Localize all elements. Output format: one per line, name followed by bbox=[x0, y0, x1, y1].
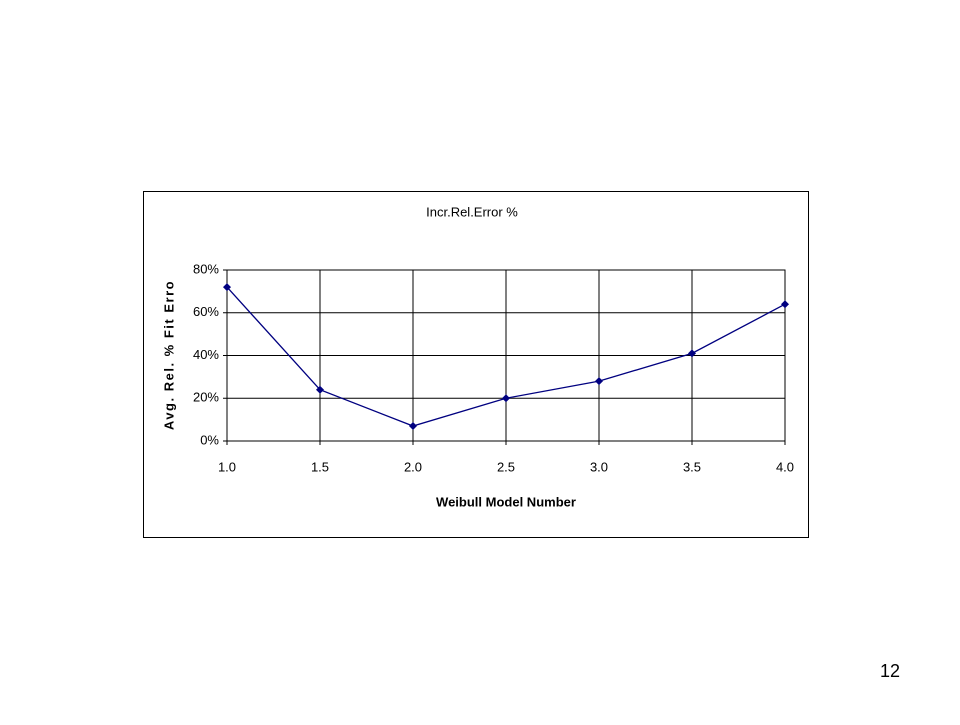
data-point bbox=[409, 422, 417, 431]
x-tick-label: 2.0 bbox=[404, 459, 422, 474]
x-tick-label: 2.5 bbox=[497, 459, 515, 474]
x-axis-label: Weibull Model Number bbox=[436, 494, 576, 509]
x-tick-label: 1.0 bbox=[218, 459, 236, 474]
y-tick-label: 0% bbox=[200, 432, 219, 447]
chart-title: Incr.Rel.Error % bbox=[426, 204, 518, 219]
x-tick-label: 4.0 bbox=[776, 459, 794, 474]
page-number: 12 bbox=[880, 661, 900, 681]
x-tick-label: 3.5 bbox=[683, 459, 701, 474]
data-point bbox=[316, 385, 324, 394]
chart-frame bbox=[143, 191, 809, 538]
data-point bbox=[502, 394, 510, 403]
y-tick-label: 20% bbox=[193, 390, 219, 405]
x-tick-label: 1.5 bbox=[311, 459, 329, 474]
y-tick-label: 40% bbox=[193, 347, 219, 362]
data-point bbox=[223, 283, 231, 292]
data-point bbox=[688, 349, 696, 358]
y-axis-label: Avg. Rel. % Fit Erro bbox=[161, 280, 176, 430]
data-point bbox=[595, 377, 603, 386]
plot-area bbox=[226, 269, 786, 442]
x-tick-label: 3.0 bbox=[590, 459, 608, 474]
data-point bbox=[781, 300, 789, 309]
y-tick-label: 80% bbox=[193, 261, 219, 276]
y-tick-label: 60% bbox=[193, 304, 219, 319]
